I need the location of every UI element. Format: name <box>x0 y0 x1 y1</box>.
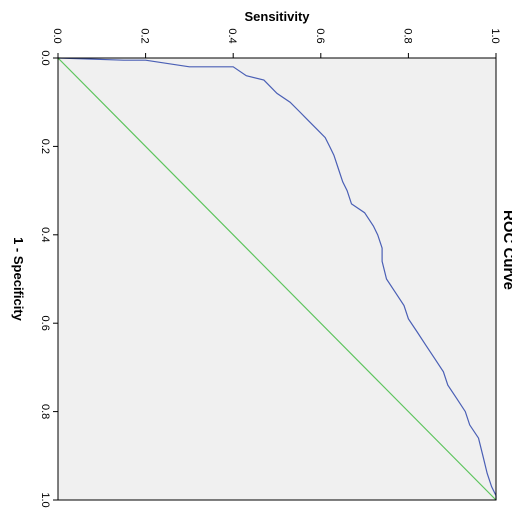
chart-marks <box>57 57 497 501</box>
x-tick-label: 0.0 <box>39 50 51 65</box>
plot-frame <box>57 57 497 501</box>
x-axis-title: 1 - Specificity <box>11 237 26 322</box>
x-tick-label: 0.2 <box>39 139 51 154</box>
roc-curve-line <box>57 57 497 500</box>
x-tick-label: 0.6 <box>39 316 51 331</box>
x-tick-label: 0.4 <box>39 227 51 242</box>
x-tick-label: 1.0 <box>39 492 51 507</box>
reference-diagonal-line <box>57 57 497 501</box>
y-axis-title: Sensitivity <box>244 9 310 24</box>
y-tick-label: 0.6 <box>314 28 326 43</box>
y-tick-label: 1.0 <box>489 28 501 43</box>
y-tick-label: 0.8 <box>401 28 413 43</box>
y-tick-label: 0.0 <box>51 28 63 43</box>
chart-title: ROC Curve <box>500 210 512 290</box>
x-tick-label: 0.8 <box>39 404 51 419</box>
tick-marks: 0.0 0.2 0.4 0.6 0.8 1.0 0.0 0.2 0.4 0.6 0.8 1.0 <box>39 28 501 507</box>
y-tick-label: 0.2 <box>139 28 151 43</box>
y-tick-label: 0.4 <box>226 28 238 43</box>
